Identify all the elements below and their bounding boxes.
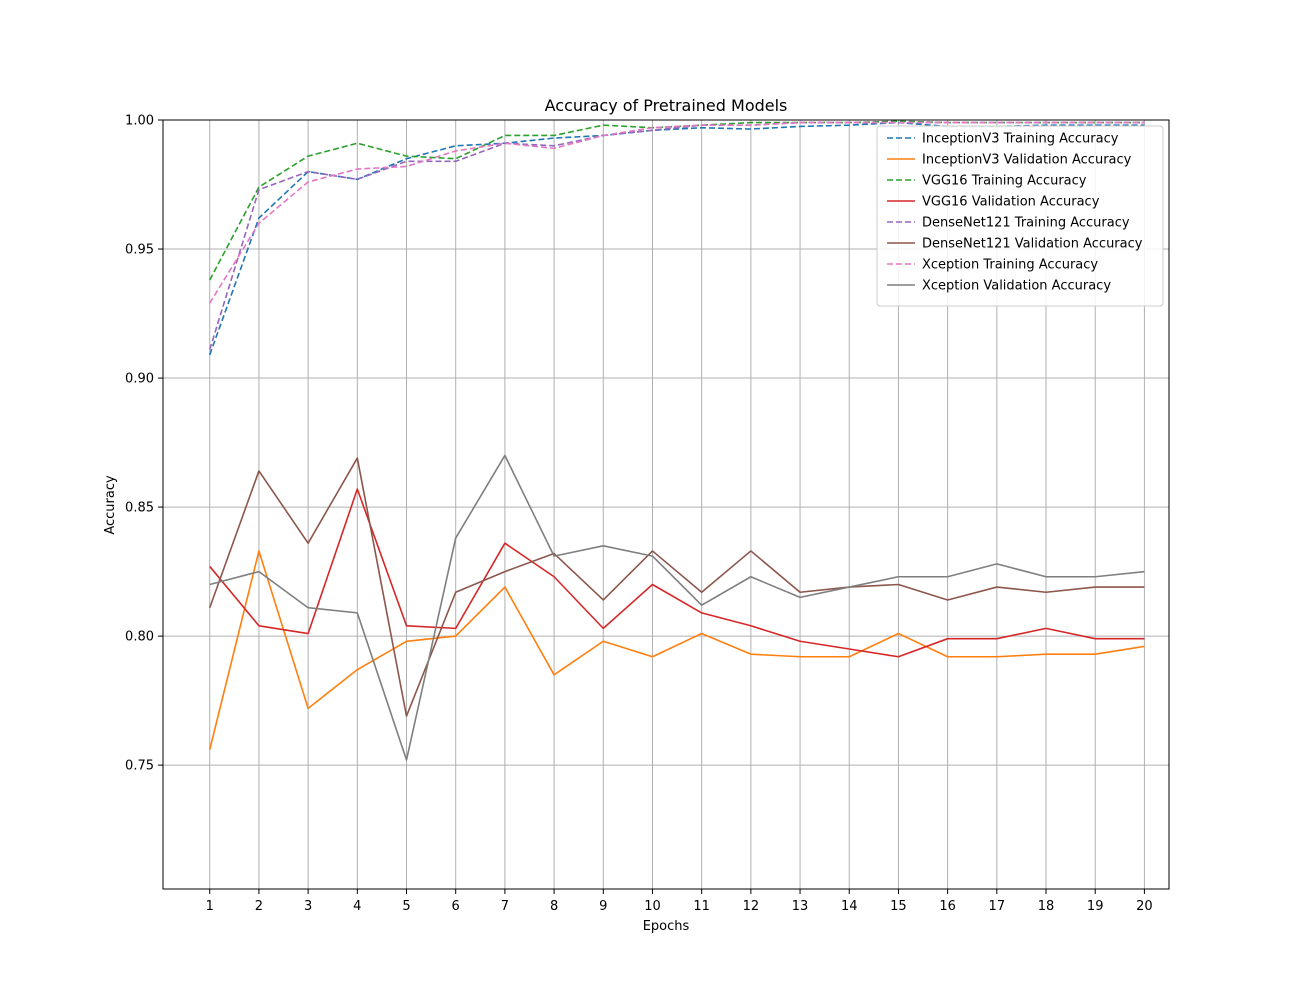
- x-axis-label: Epochs: [643, 919, 690, 934]
- grid-lines: [163, 119, 1169, 889]
- y-tick-label: 0.75: [125, 759, 154, 774]
- series-line-5: [208, 457, 1145, 717]
- x-tick-label: 6: [452, 899, 460, 914]
- legend-label: Xception Validation Accuracy: [922, 279, 1111, 294]
- x-tick-label: 17: [989, 899, 1006, 914]
- x-tick-label: 9: [599, 899, 607, 914]
- series-line-3: [209, 488, 1145, 658]
- y-tick-label: 0.85: [125, 501, 154, 516]
- x-tick-label: 12: [743, 899, 760, 914]
- legend-label: DenseNet121 Training Accuracy: [922, 216, 1130, 231]
- axis-ticks: 1 2 3 4 5 6 7 8 9 10 11 12 13 14 15 16 17 18 19 200.750.800…: [125, 114, 1153, 915]
- legend-label: DenseNet121 Validation Accuracy: [922, 237, 1143, 252]
- x-tick-label: 18: [1038, 899, 1055, 914]
- x-tick-label: 5: [402, 899, 410, 914]
- legend-label: VGG16 Validation Accuracy: [922, 195, 1100, 210]
- x-tick-label: 11: [693, 899, 710, 914]
- y-tick-label: 1.00: [125, 114, 154, 129]
- series-line-1: [208, 550, 1145, 750]
- series-line-6: [209, 121, 1145, 304]
- y-axis-label: Accuracy: [103, 475, 118, 535]
- legend-label: Xception Training Accuracy: [922, 258, 1098, 273]
- x-tick-label: 1: [206, 899, 214, 914]
- chart-title: Accuracy of Pretrained Models: [545, 96, 788, 115]
- x-tick-label: 3: [304, 899, 312, 914]
- legend-label: InceptionV3 Training Accuracy: [922, 132, 1119, 147]
- legend-label: VGG16 Training Accuracy: [922, 174, 1087, 189]
- y-tick-label: 0.95: [125, 243, 154, 258]
- y-tick-label: 0.80: [125, 630, 154, 645]
- x-tick-label: 20: [1136, 899, 1153, 914]
- legend-label: InceptionV3 Validation Accuracy: [922, 153, 1132, 168]
- series-lines: [208, 120, 1145, 761]
- legend-box: [876, 125, 1164, 307]
- x-tick-label: 10: [644, 899, 661, 914]
- x-tick-label: 7: [501, 899, 509, 914]
- x-tick-label: 4: [353, 899, 361, 914]
- x-tick-label: 13: [792, 899, 809, 914]
- x-tick-label: 16: [939, 899, 956, 914]
- x-tick-label: 2: [255, 899, 263, 914]
- legend: InceptionV3 Training Accuracy InceptionV3…: [876, 125, 1164, 307]
- series-line-7: [209, 454, 1145, 761]
- plot-frame: [162, 119, 1170, 890]
- y-tick-label: 0.90: [125, 372, 154, 387]
- x-tick-label: 15: [890, 899, 907, 914]
- x-tick-label: 14: [841, 899, 858, 914]
- x-tick-label: 8: [550, 899, 558, 914]
- x-tick-label: 19: [1087, 899, 1104, 914]
